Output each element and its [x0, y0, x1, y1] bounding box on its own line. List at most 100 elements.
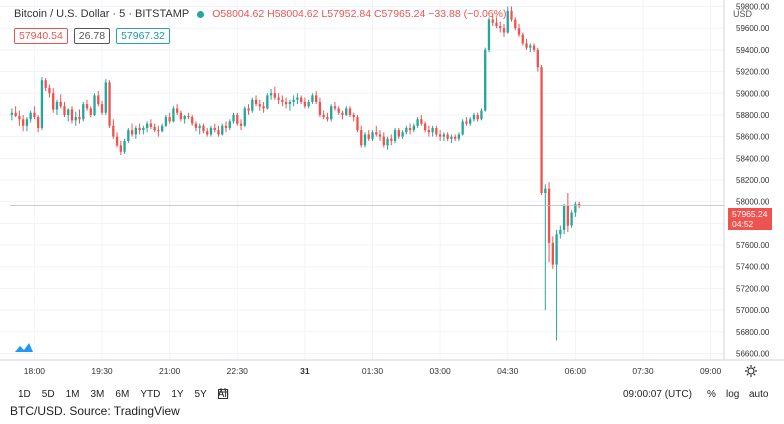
- candle-body: [292, 99, 295, 102]
- candle-body: [221, 125, 224, 135]
- candle-body: [397, 130, 400, 137]
- candle-body: [288, 101, 292, 105]
- symbol-title[interactable]: Bitcoin / U.S. Dollar · 5 · BITSTAMP: [14, 8, 190, 20]
- y-tick-label: 59000.00: [736, 89, 770, 98]
- candle-body: [476, 114, 479, 120]
- candle-body: [296, 97, 299, 100]
- candle-body: [239, 123, 243, 126]
- candle-body: [59, 101, 62, 107]
- candle-body: [194, 123, 198, 128]
- x-tick-label: 07:30: [632, 366, 654, 376]
- candle-body: [491, 19, 494, 23]
- candle-body: [371, 132, 374, 139]
- candle-body: [142, 127, 145, 131]
- candle-body: [469, 119, 472, 124]
- candle-body: [168, 117, 171, 122]
- candle-body: [356, 117, 359, 131]
- percent-toggle[interactable]: %: [707, 389, 716, 400]
- candle-body: [431, 127, 434, 133]
- bid-ask-badges: 57940.54 26.78 57967.32: [14, 28, 170, 44]
- y-tick-label: 57600.00: [736, 241, 770, 250]
- candle-body: [100, 104, 104, 113]
- chart-header: Bitcoin / U.S. Dollar · 5 · BITSTAMP O58…: [14, 8, 506, 20]
- candle-body: [416, 119, 419, 126]
- auto-toggle[interactable]: auto: [749, 389, 769, 400]
- candle-body: [502, 28, 506, 33]
- candle-body: [97, 95, 100, 105]
- candle-body: [544, 188, 547, 194]
- candle-body: [566, 206, 570, 226]
- candle-body: [314, 95, 318, 102]
- x-tick-label: 31: [300, 366, 310, 376]
- ask-badge[interactable]: 57967.32: [116, 28, 170, 44]
- candle-body: [52, 93, 55, 110]
- candle-body: [198, 125, 201, 128]
- range-5d[interactable]: 5D: [41, 389, 55, 400]
- candle-body: [318, 101, 322, 115]
- range-3m[interactable]: 3M: [90, 389, 105, 400]
- candle-body: [153, 126, 156, 131]
- candle-body: [521, 34, 524, 44]
- candle-body: [74, 117, 77, 121]
- y-tick-label: 58000.00: [736, 198, 770, 207]
- range-ytd[interactable]: YTD: [140, 389, 161, 400]
- y-tick-label: 58600.00: [736, 133, 770, 142]
- candle-body: [405, 127, 408, 133]
- candle-body: [487, 19, 491, 50]
- candle-body: [532, 45, 536, 50]
- candle-body: [333, 106, 337, 109]
- utc-clock[interactable]: 09:00:07 (UTC): [623, 389, 692, 400]
- candle-body: [247, 108, 250, 111]
- candle-body: [67, 109, 70, 115]
- candle-body: [119, 145, 122, 152]
- candle-body: [461, 121, 464, 135]
- market-status-dot-icon: [197, 10, 205, 18]
- settings-gear-icon[interactable]: [744, 364, 758, 378]
- tradingview-logo-icon[interactable]: [14, 340, 34, 354]
- candle-body: [228, 121, 231, 128]
- range-5y[interactable]: 5Y: [194, 389, 207, 400]
- calendar-goto-icon[interactable]: [218, 388, 228, 399]
- candle-body: [273, 93, 277, 98]
- candle-body: [401, 132, 404, 137]
- log-toggle[interactable]: log: [726, 389, 740, 400]
- range-1m[interactable]: 1M: [65, 389, 80, 400]
- x-tick-label: 21:00: [159, 366, 181, 376]
- candle-body: [536, 49, 539, 68]
- spread-value: 26.78: [73, 28, 111, 44]
- y-tick-label: 57400.00: [736, 263, 770, 272]
- candle-body: [85, 104, 89, 109]
- candle-body: [48, 87, 51, 94]
- candle-body: [209, 127, 213, 135]
- candle-body: [322, 114, 325, 118]
- candle-body: [341, 112, 344, 115]
- y-tick-label: 56600.00: [736, 349, 770, 358]
- candle-body: [484, 49, 487, 111]
- candle-body: [187, 116, 190, 118]
- bid-badge[interactable]: 57940.54: [14, 28, 68, 44]
- range-1y[interactable]: 1Y: [171, 389, 184, 400]
- candle-body: [123, 140, 126, 152]
- candle-body: [390, 138, 393, 141]
- candle-body: [149, 123, 153, 127]
- candle-body: [18, 116, 21, 120]
- candle-body: [562, 206, 566, 230]
- candle-body: [266, 95, 269, 109]
- candle-body: [352, 114, 355, 118]
- candle-body: [517, 28, 521, 35]
- candle-body: [269, 93, 273, 96]
- range-all[interactable]: All: [217, 389, 229, 400]
- candle-body: [453, 136, 457, 139]
- range-6m[interactable]: 6M: [115, 389, 130, 400]
- range-1d[interactable]: 1D: [18, 389, 31, 400]
- currency-label[interactable]: USD: [733, 9, 753, 19]
- candle-body: [345, 108, 348, 115]
- candle-body: [160, 125, 164, 132]
- candle-body: [480, 110, 483, 120]
- candle-body: [423, 123, 427, 131]
- candle-body: [112, 125, 115, 137]
- bar-countdown: 04:52: [732, 219, 754, 229]
- candle-body: [104, 82, 107, 113]
- candle-body: [574, 203, 577, 213]
